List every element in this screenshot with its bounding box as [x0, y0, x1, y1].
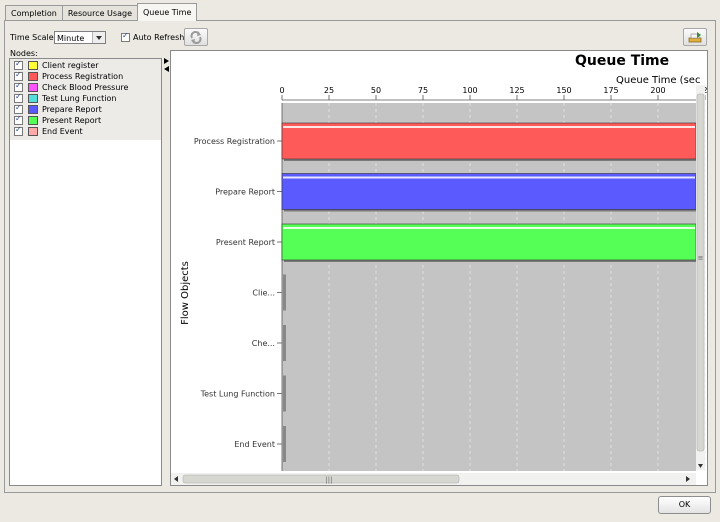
horizontal-scrollbar-thumb[interactable]: [182, 474, 460, 484]
x-tick-label: 100: [462, 86, 477, 95]
node-list: Client register Process Registration Che…: [10, 59, 161, 140]
nodes-label: Nodes:: [10, 49, 38, 58]
nodes-panel: Client register Process Registration Che…: [9, 58, 162, 486]
node-label: Check Blood Pressure: [42, 83, 129, 92]
list-item[interactable]: End Event: [14, 125, 161, 137]
bar[interactable]: [281, 173, 697, 210]
bar[interactable]: [283, 375, 286, 412]
list-item[interactable]: Prepare Report: [14, 103, 161, 115]
node-color-swatch: [28, 61, 38, 70]
bar[interactable]: [281, 223, 697, 261]
vertical-scrollbar-thumb[interactable]: [696, 93, 705, 452]
scroll-grip-icon: |||: [325, 476, 332, 484]
export-icon: [688, 32, 702, 43]
x-tick-label: 125: [509, 86, 524, 95]
node-checkbox[interactable]: [14, 59, 23, 70]
time-scale-label: Time Scale:: [10, 33, 57, 42]
plot-background: [282, 103, 696, 471]
node-color-swatch: [28, 94, 38, 103]
node-checkbox[interactable]: [14, 103, 23, 114]
node-checkbox[interactable]: [14, 125, 23, 136]
y-tick-label: Process Registration: [194, 137, 275, 146]
export-button[interactable]: [683, 28, 707, 46]
node-label: Present Report: [42, 116, 102, 125]
time-scale-value: Minute: [57, 34, 85, 43]
node-checkbox[interactable]: [14, 81, 23, 92]
x-tick-label: 200: [650, 86, 665, 95]
node-color-swatch: [28, 127, 38, 136]
scroll-right-icon[interactable]: [686, 476, 690, 482]
node-checkbox[interactable]: [14, 114, 23, 125]
node-label: Prepare Report: [42, 105, 102, 114]
x-tick-label: 50: [371, 86, 381, 95]
bar-highlight: [283, 126, 695, 128]
splitter-arrows[interactable]: [163, 58, 170, 72]
scroll-left-icon[interactable]: [174, 476, 178, 482]
y-axis-label: Flow Objects: [180, 261, 191, 325]
bar[interactable]: [281, 122, 697, 160]
y-tick-label: Clie...: [252, 289, 275, 298]
node-color-swatch: [28, 116, 38, 125]
ok-button[interactable]: OK: [658, 496, 711, 514]
node-label: Client register: [42, 61, 99, 70]
list-item[interactable]: Check Blood Pressure: [14, 81, 161, 93]
chevron-down-icon[interactable]: [92, 32, 105, 43]
list-item[interactable]: Test Lung Function: [14, 92, 161, 104]
x-tick-label: 150: [556, 86, 571, 95]
node-color-swatch: [28, 83, 38, 92]
y-tick-label: Prepare Report: [215, 188, 275, 197]
y-tick-label: Che...: [252, 339, 275, 348]
bar-highlight: [283, 227, 695, 229]
bar[interactable]: [283, 325, 286, 361]
list-item[interactable]: Present Report: [14, 114, 161, 126]
node-checkbox[interactable]: [14, 70, 23, 81]
x-tick-label: 175: [603, 86, 618, 95]
node-label: Process Registration: [42, 72, 124, 81]
tab-completion[interactable]: Completion: [5, 5, 63, 21]
bar[interactable]: [283, 274, 286, 311]
chart-title: Queue Time: [575, 53, 669, 69]
time-scale-select[interactable]: Minute: [54, 31, 106, 44]
scroll-grip-icon: ≡: [698, 254, 704, 262]
node-color-swatch: [28, 72, 38, 81]
queue-time-chart: 0255075100125150175200225250275300325350…: [171, 51, 707, 485]
node-checkbox[interactable]: [14, 92, 23, 103]
x-tick-label: 75: [418, 86, 428, 95]
bar[interactable]: [283, 426, 286, 462]
auto-refresh-label: Auto Refresh: [133, 33, 185, 42]
collapse-left-icon[interactable]: [164, 66, 169, 72]
x-axis-label: Queue Time (sec: [616, 75, 700, 86]
tab-bar: Completion Resource Usage Queue Time: [5, 3, 198, 21]
refresh-icon: [190, 31, 202, 44]
scroll-down-icon[interactable]: [698, 464, 703, 468]
chart-panel: 0255075100125150175200225250275300325350…: [170, 50, 708, 486]
auto-refresh-checkbox[interactable]: [121, 31, 130, 42]
list-item[interactable]: Client register: [14, 59, 161, 71]
plot-area: 0255075100125150175200225250275300325350…: [194, 86, 707, 471]
node-label: End Event: [42, 127, 83, 136]
list-item[interactable]: Process Registration: [14, 70, 161, 82]
x-tick-label: 25: [324, 86, 334, 95]
node-label: Test Lung Function: [42, 94, 117, 103]
y-tick-label: Test Lung Function: [200, 390, 275, 399]
tab-resource-usage[interactable]: Resource Usage: [61, 5, 138, 21]
tab-queue-time[interactable]: Queue Time: [136, 3, 198, 21]
bar-highlight: [283, 176, 695, 179]
y-tick-label: Present Report: [216, 238, 275, 247]
collapse-right-icon[interactable]: [164, 58, 169, 64]
refresh-button[interactable]: [184, 28, 208, 46]
y-tick-label: End Event: [234, 440, 275, 449]
x-tick-label: 0: [279, 86, 284, 95]
node-color-swatch: [28, 105, 38, 114]
